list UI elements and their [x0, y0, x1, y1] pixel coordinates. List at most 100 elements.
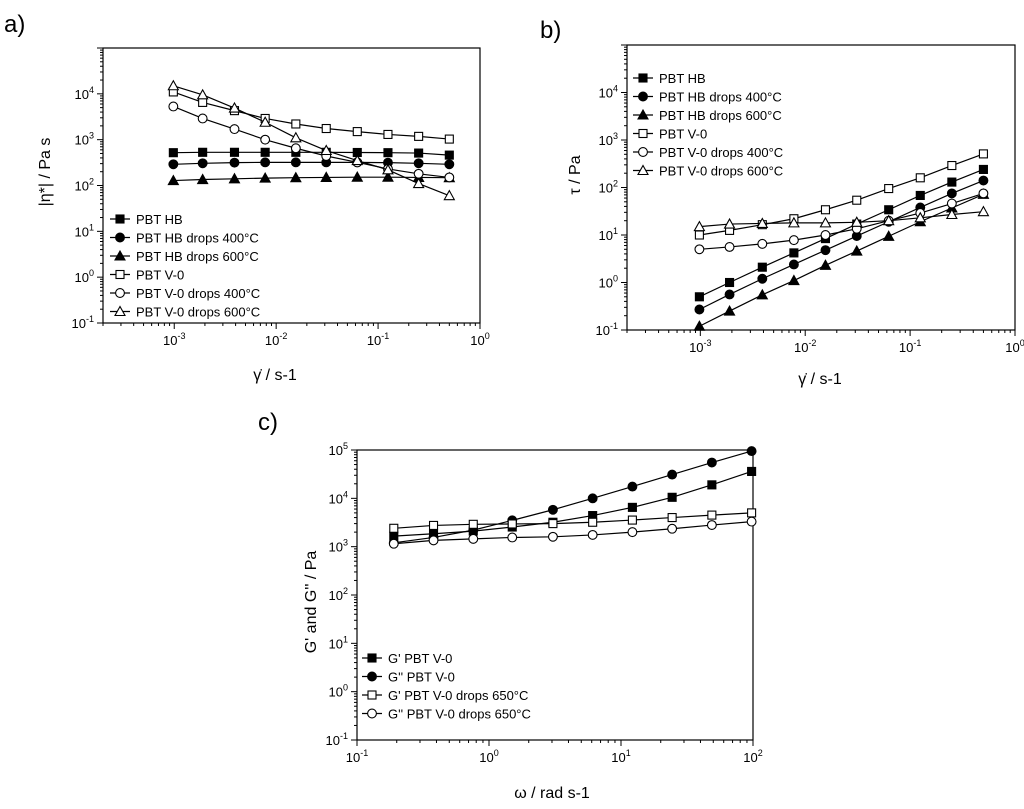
legend-entry: PBT HB drops 400°C	[633, 90, 782, 105]
legend-entry: PBT HB drops 400°C	[110, 231, 259, 246]
legend-marker	[367, 690, 377, 700]
series-line	[699, 192, 984, 250]
panel-c-moduli-chart: c) 10-1 100 101 102 10-1 100 101 102 103 104 105 G'…	[258, 409, 763, 802]
panel-b-y-axis-label: τ / Pa	[567, 155, 584, 194]
y-tick-label: 102	[329, 586, 348, 603]
data-point	[977, 205, 990, 217]
legend-entry: PBT HB drops 600°C	[110, 249, 259, 264]
data-point	[290, 157, 301, 168]
y-tick-label: 102	[75, 177, 94, 194]
data-point	[978, 164, 988, 174]
y-tick-label: 10-1	[596, 321, 618, 338]
data-point	[723, 304, 736, 316]
data-point	[259, 171, 272, 183]
data-point	[723, 217, 736, 229]
legend-label: PBT V-0	[136, 268, 184, 283]
data-point	[197, 158, 208, 169]
data-point	[260, 134, 271, 145]
data-point	[707, 510, 717, 520]
series-line	[173, 105, 450, 179]
data-point	[197, 113, 208, 124]
panel-b-x-axis-label: γ̇ / s-1	[798, 371, 842, 388]
series-2	[388, 446, 757, 548]
data-point	[694, 304, 705, 315]
data-point	[352, 127, 362, 137]
data-point	[351, 154, 364, 166]
data-point	[321, 123, 331, 134]
data-point	[382, 171, 394, 182]
x-tick-label: 10-2	[265, 331, 287, 348]
data-point	[693, 220, 706, 232]
plot-frame	[626, 44, 1016, 331]
y-tick-label: 104	[75, 85, 94, 102]
data-point	[444, 172, 455, 183]
data-point	[468, 519, 478, 529]
y-tick-label: 105	[329, 441, 348, 458]
data-point	[946, 188, 957, 199]
x-tick-label: 102	[743, 748, 762, 765]
data-point	[198, 97, 208, 107]
panel-c-x-axis-label: ω / rad s-1	[514, 785, 590, 802]
panel-c-plot-area: 10-1 100 101 102 10-1 100 101 102 103 104 105 G' PB…	[326, 441, 763, 765]
legend-label: G'' PBT V-0	[388, 670, 455, 685]
legend-entry: PBT HB	[633, 71, 706, 86]
data-point	[747, 466, 757, 476]
data-point	[412, 177, 425, 189]
data-point	[547, 504, 558, 515]
data-point	[819, 216, 832, 228]
data-point	[428, 520, 439, 530]
series-4	[168, 87, 454, 144]
data-point	[260, 157, 271, 168]
legend-entry: PBT V-0	[633, 127, 707, 142]
data-point	[468, 533, 479, 544]
legend-marker	[115, 269, 125, 280]
y-tick-label: 104	[329, 489, 348, 506]
data-point	[757, 273, 768, 284]
data-point	[820, 245, 831, 256]
data-point	[694, 230, 704, 240]
data-point	[167, 79, 180, 91]
legend-marker	[638, 73, 648, 83]
data-point	[978, 149, 988, 159]
data-point	[228, 101, 241, 113]
data-point	[946, 198, 957, 209]
data-point	[196, 88, 209, 100]
data-point	[945, 208, 958, 220]
series-4	[388, 516, 757, 549]
legend-label: PBT HB drops 600°C	[659, 108, 782, 123]
data-point	[747, 508, 757, 518]
data-point	[507, 519, 517, 529]
data-point	[382, 163, 394, 175]
series-3	[693, 188, 990, 331]
data-point	[915, 190, 925, 201]
legend-label: PBT V-0 drops 600°C	[659, 164, 783, 179]
data-point	[947, 177, 957, 187]
series-5	[168, 101, 455, 183]
legend-marker	[638, 147, 648, 157]
data-point	[884, 184, 894, 194]
data-point	[882, 214, 895, 226]
series-3	[167, 171, 456, 186]
data-point	[196, 173, 209, 185]
series-line	[173, 161, 450, 165]
y-tick-label: 10-1	[72, 314, 94, 331]
data-point	[694, 292, 704, 302]
data-point	[627, 502, 637, 512]
series-line	[173, 85, 450, 197]
data-point	[414, 148, 424, 158]
data-point	[757, 262, 767, 272]
x-tick-label: 10-1	[367, 331, 389, 348]
data-point	[444, 150, 454, 160]
series-5	[694, 188, 989, 255]
series-2	[694, 175, 989, 315]
panel-b-plot-area: 10-3 10-2 10-1 100 10-1 100 101 102 103 104 PBT HB…	[596, 44, 1024, 355]
legend-marker	[114, 249, 126, 261]
panel-c-label: c)	[258, 409, 278, 436]
data-point	[756, 288, 769, 300]
y-tick-label: 102	[599, 179, 618, 196]
data-point	[706, 520, 717, 531]
legend-marker	[367, 671, 377, 682]
series-6	[167, 79, 456, 201]
series-line	[699, 153, 984, 236]
data-point	[787, 216, 800, 228]
